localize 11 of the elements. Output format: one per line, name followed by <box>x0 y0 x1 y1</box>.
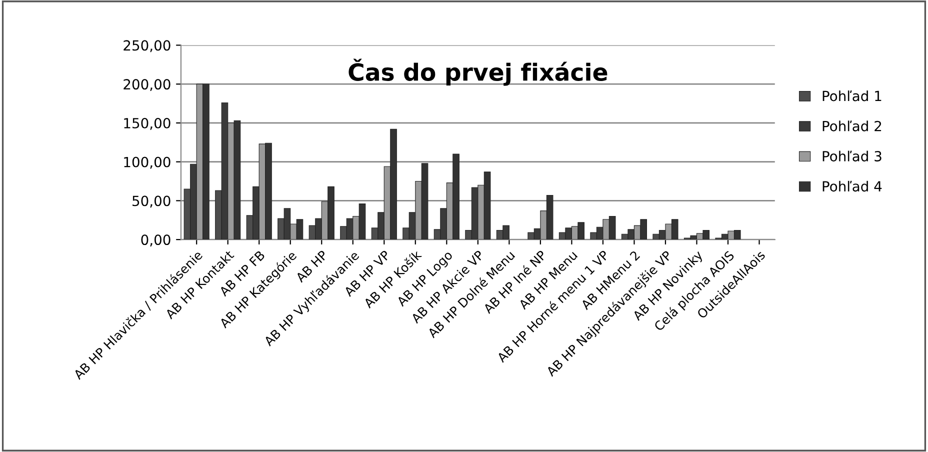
y-tick-label: 150,00 <box>124 118 170 130</box>
legend-label: Pohľad 2 <box>822 120 882 132</box>
legend-label: Pohľad 4 <box>822 180 882 192</box>
y-tick-label: 200,00 <box>124 79 170 91</box>
text: Čas do prvej fixácie <box>348 58 608 86</box>
legend-label: Pohľad 1 <box>822 90 882 102</box>
y-tick-label: 0,00 <box>141 234 170 246</box>
y-tick-label: 50,00 <box>132 196 170 208</box>
legend-label: Pohľad 3 <box>822 150 882 162</box>
y-tick-label: 100,00 <box>124 156 170 169</box>
y-tick-label: 250,00 <box>124 40 170 52</box>
